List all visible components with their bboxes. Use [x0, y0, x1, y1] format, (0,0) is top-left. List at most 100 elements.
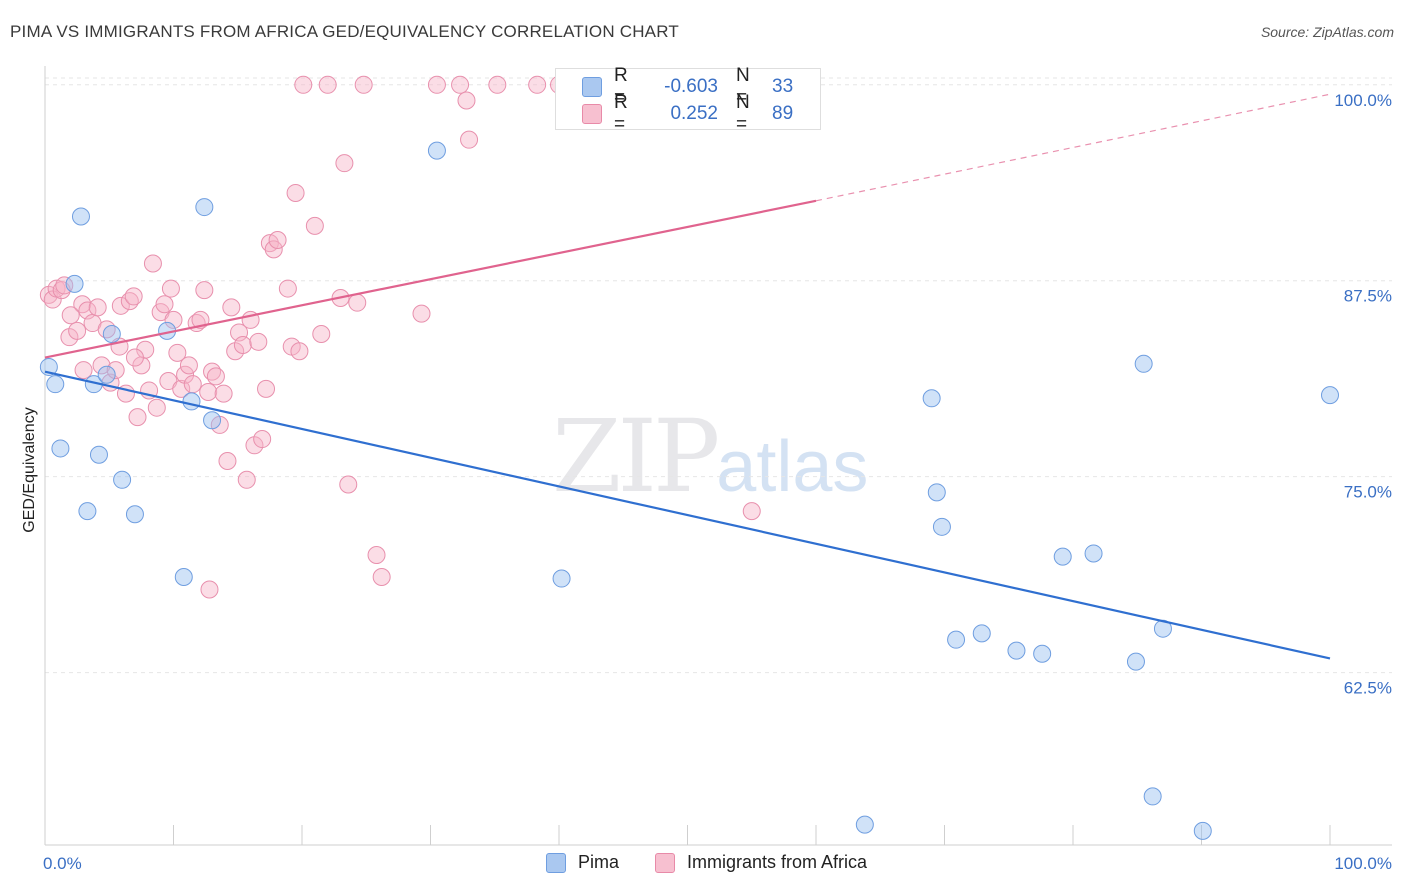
africa-point	[427, 75, 446, 94]
pima-swatch	[582, 77, 602, 97]
africa-point	[742, 502, 761, 521]
pima-point	[113, 470, 132, 489]
pima-point	[203, 411, 222, 430]
africa-point	[195, 281, 214, 300]
africa-point	[268, 230, 287, 249]
pima-point	[1053, 547, 1072, 566]
africa-point	[457, 91, 476, 110]
africa-point	[155, 295, 174, 314]
pima-point	[78, 502, 97, 521]
n-label: N =	[736, 65, 750, 108]
pima-point	[174, 567, 193, 586]
r-value: 0.252	[670, 103, 718, 124]
africa-point	[460, 130, 479, 149]
pima-point	[1143, 787, 1162, 806]
pima-point	[102, 325, 121, 344]
africa-point	[61, 306, 80, 325]
africa-point	[111, 296, 130, 315]
africa-point	[253, 430, 272, 449]
n-value: 89	[772, 103, 794, 124]
africa-point	[348, 293, 367, 312]
africa-point	[214, 384, 233, 403]
n-value: 33	[772, 76, 794, 97]
africa-point	[172, 379, 191, 398]
africa-point	[528, 75, 547, 94]
pima-point	[65, 274, 84, 293]
watermark-zip: ZIP	[552, 398, 720, 515]
y-axis-label: GED/Equivalency	[21, 407, 38, 533]
pima-point	[182, 392, 201, 411]
africa-point	[290, 342, 309, 361]
africa-point	[318, 75, 337, 94]
x-tick-label: 0.0%	[43, 854, 82, 873]
africa-point	[206, 367, 225, 386]
africa-point	[264, 240, 283, 259]
africa-point	[249, 332, 268, 351]
africa-point	[125, 348, 144, 367]
africa-point	[257, 379, 276, 398]
africa-point	[106, 361, 125, 380]
africa-point	[233, 335, 252, 354]
correlation-legend: R = -0.603 N = 33 R = 0.252 N = 89	[555, 65, 821, 135]
pima-point	[1134, 354, 1153, 373]
pima-point	[947, 630, 966, 649]
africa-point	[68, 321, 87, 340]
r-value: -0.603	[664, 76, 718, 97]
africa-point	[305, 216, 324, 235]
series-legend: Pima Immigrants from Africa	[0, 852, 1406, 878]
africa-point	[183, 375, 202, 394]
pima-point	[427, 141, 446, 160]
africa-trend-extension	[815, 93, 1331, 202]
africa-point	[335, 154, 354, 173]
africa-point	[124, 287, 143, 306]
pima-point	[972, 624, 991, 643]
africa-swatch	[582, 104, 602, 124]
africa-point	[176, 365, 195, 384]
watermark-atlas: atlas	[716, 427, 869, 507]
africa-point	[372, 567, 391, 586]
africa-point	[164, 310, 183, 329]
pima-point	[97, 365, 116, 384]
pima-point	[927, 483, 946, 502]
africa-point	[312, 325, 331, 344]
pima-point	[46, 375, 65, 394]
pima-point	[125, 505, 144, 524]
africa-point	[339, 475, 358, 494]
zipatlas-watermark: ZIPatlas	[552, 398, 868, 515]
pima-point	[1321, 386, 1339, 405]
x-tick-label: 100.0%	[1334, 854, 1392, 873]
r-label: R =	[614, 92, 628, 135]
legend-item-africa[interactable]: Immigrants from Africa	[655, 852, 867, 873]
pima-swatch	[546, 852, 566, 873]
africa-point	[168, 343, 187, 362]
africa-point	[74, 361, 93, 380]
legend-item-pima[interactable]: Pima	[546, 852, 619, 873]
source-label: Source: ZipAtlas.com	[1260, 24, 1394, 40]
africa-trend-line	[44, 199, 817, 359]
africa-point	[367, 546, 386, 565]
africa-point	[43, 290, 62, 309]
pima-point	[932, 517, 951, 536]
pima-point	[89, 445, 108, 464]
africa-point	[200, 580, 219, 599]
africa-point	[199, 383, 218, 402]
pima-point	[1126, 652, 1145, 671]
pima-point	[195, 198, 214, 217]
africa-point	[88, 298, 107, 317]
pima-point	[51, 439, 70, 458]
africa-point	[294, 75, 313, 94]
pima-point	[855, 815, 874, 834]
chart-title: PIMA VS IMMIGRANTS FROM AFRICA GED/EQUIV…	[10, 22, 679, 41]
pima-point	[1033, 644, 1052, 663]
africa-point	[286, 183, 305, 202]
pima-point	[1193, 821, 1212, 840]
africa-point	[488, 75, 507, 94]
pima-point	[1084, 544, 1103, 563]
pima-trend-line	[44, 370, 1331, 660]
africa-point	[237, 470, 256, 489]
y-tick-label: 100.0%	[1334, 91, 1392, 110]
africa-point	[147, 398, 166, 417]
pima-point	[39, 357, 58, 376]
africa-swatch	[655, 852, 675, 873]
